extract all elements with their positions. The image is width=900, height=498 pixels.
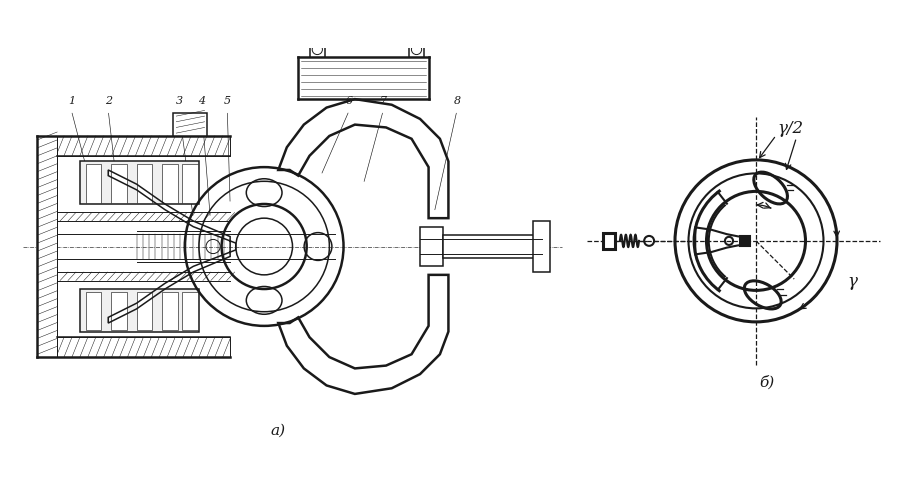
Bar [86,164,101,203]
Text: 7: 7 [380,96,387,106]
Text: 4: 4 [198,96,205,106]
Text: а): а) [271,424,286,438]
Bar [38,136,230,156]
Bar [534,221,551,272]
Bar [80,161,199,204]
Bar [80,289,199,332]
Bar [137,292,152,330]
Bar [38,337,230,357]
Bar [420,227,443,266]
Bar [111,164,127,203]
Text: б): б) [760,375,775,390]
Bar [162,164,177,203]
Text: 6: 6 [346,96,353,106]
Bar [182,292,197,330]
Bar [38,136,58,357]
Text: 8: 8 [454,96,461,106]
Bar [111,292,127,330]
Text: γ: γ [848,273,858,290]
Bar [310,42,325,57]
Bar [409,42,424,57]
Bar [137,164,152,203]
Text: 2: 2 [104,96,112,106]
Bar [603,233,616,249]
Text: 5: 5 [224,96,231,106]
Bar [86,292,101,330]
Bar [162,292,177,330]
Text: 3: 3 [176,96,183,106]
Bar [740,236,750,246]
Bar [174,113,207,136]
Bar [443,235,542,258]
Text: 1: 1 [68,96,75,106]
Text: γ/2: γ/2 [778,120,804,137]
Bar [182,164,197,203]
